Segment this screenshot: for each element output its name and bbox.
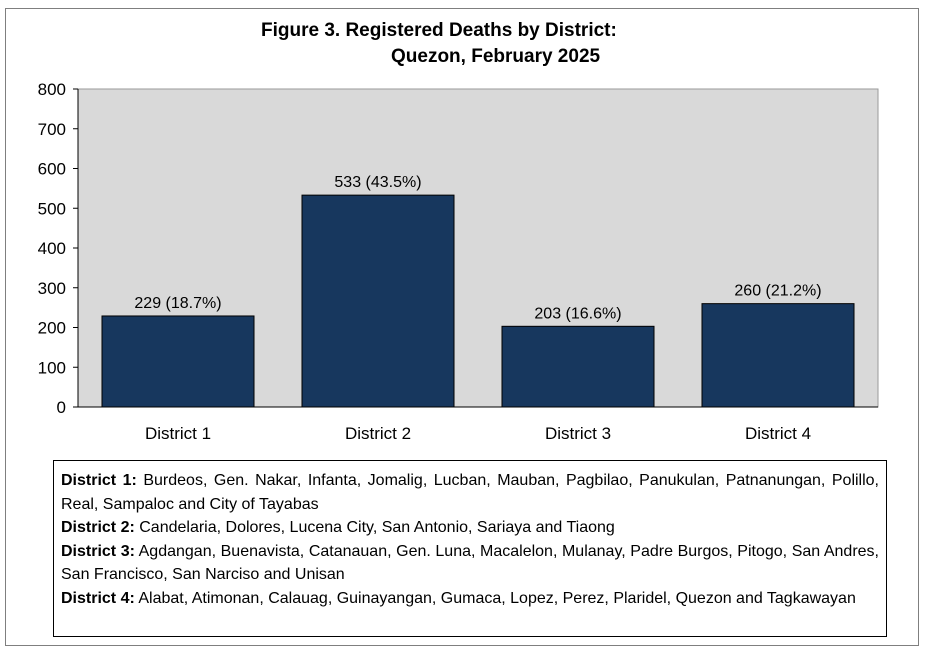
bar xyxy=(301,194,455,408)
y-tick-label: 0 xyxy=(57,398,66,417)
chart-title-line-2: Quezon, February 2025 xyxy=(391,46,601,67)
x-tick-label: District 1 xyxy=(145,424,211,443)
data-label: 533 (43.5%) xyxy=(334,174,421,191)
y-tick-label: 700 xyxy=(38,120,66,139)
y-tick-label: 200 xyxy=(38,319,66,338)
chart-title-line-1: Figure 3. Registered Deaths by District: xyxy=(261,20,617,41)
legend-label: District 3: xyxy=(61,542,135,560)
y-tick-label: 300 xyxy=(38,279,66,298)
y-tick-label: 100 xyxy=(38,358,66,377)
data-label: 260 (21.2%) xyxy=(734,283,821,300)
legend-entry-district-4: District 4: Alabat, Atimonan, Calauag, G… xyxy=(61,587,879,611)
bar xyxy=(101,315,255,408)
legend-label: District 4: xyxy=(61,589,135,607)
y-tick-label: 800 xyxy=(38,80,66,99)
bar-chart: 0 100 200 300 400 500 600 700 800 229 (18.7%) Dist… xyxy=(38,80,879,443)
figure-frame xyxy=(5,8,919,646)
y-tick-label: 600 xyxy=(38,160,66,179)
x-tick-label: District 3 xyxy=(545,424,611,443)
x-tick-label: District 4 xyxy=(745,424,811,443)
y-tick-label: 400 xyxy=(38,239,66,258)
bar xyxy=(501,325,655,408)
district-legend: District 1: Burdeos, Gen. Nakar, Infanta… xyxy=(53,460,887,637)
data-label: 229 (18.7%) xyxy=(134,295,221,312)
x-tick-label: District 2 xyxy=(345,424,411,443)
bar xyxy=(701,303,855,408)
legend-text: Agdangan, Buenavista, Catanauan, Gen. Lu… xyxy=(61,542,880,584)
legend-entry-district-3: District 3: Agdangan, Buenavista, Catana… xyxy=(61,540,879,587)
legend-label: District 2: xyxy=(61,519,135,536)
legend-entry-district-2: District 2: Candelaria, Dolores, Lucena … xyxy=(61,516,879,540)
data-label: 203 (16.6%) xyxy=(534,305,621,322)
legend-text: Alabat, Atimonan, Calauag, Guinayangan, … xyxy=(134,589,856,607)
legend-text: Candelaria, Dolores, Lucena City, San An… xyxy=(134,519,615,536)
y-tick-label: 500 xyxy=(38,199,66,218)
legend-text: Burdeos, Gen. Nakar, Infanta, Jomalig, L… xyxy=(61,472,880,513)
legend-label: District 1: xyxy=(61,472,137,489)
legend-entry-district-1: District 1: Burdeos, Gen. Nakar, Infanta… xyxy=(61,469,879,516)
